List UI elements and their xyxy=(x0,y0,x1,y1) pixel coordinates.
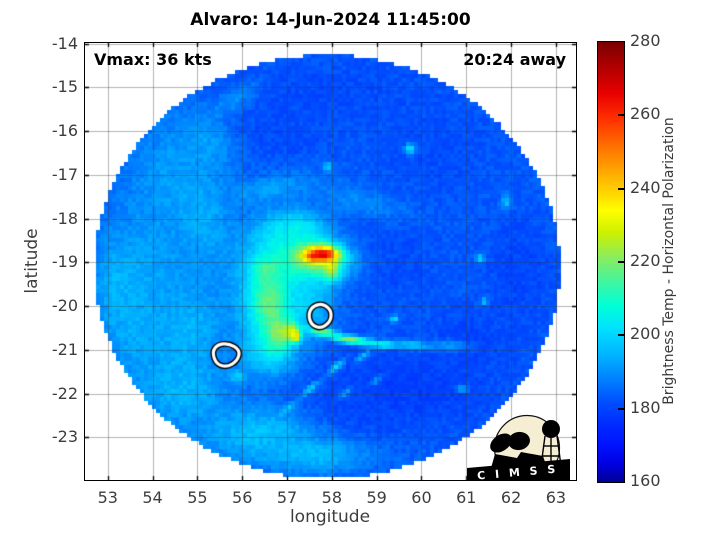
y-axis-label: latitude xyxy=(22,228,42,294)
x-tick-label: 59 xyxy=(366,488,387,507)
colorbar-tick-label: 160 xyxy=(630,471,661,490)
x-tick-label: 60 xyxy=(411,488,432,507)
colorbar-tickmark xyxy=(618,187,624,190)
colorbar-tick-label: 180 xyxy=(630,397,661,417)
y-tick-label: -16 xyxy=(51,121,78,141)
x-tick-label: 56 xyxy=(232,488,253,507)
colorbar-tick-label: 200 xyxy=(630,324,661,344)
x-tick-label: 55 xyxy=(187,488,208,507)
storm-map-canvas xyxy=(84,42,577,481)
y-tick-label: -17 xyxy=(51,164,78,184)
water-tower-icon xyxy=(540,435,562,467)
colorbar-tick-label: 260 xyxy=(630,104,661,124)
colorbar-tickmark xyxy=(618,114,624,117)
y-tick-label: -14 xyxy=(51,33,78,53)
y-tick-label: -18 xyxy=(51,208,78,228)
y-tick-label: -23 xyxy=(51,427,78,447)
x-tick-label: 57 xyxy=(276,488,298,507)
colorbar-tickmark xyxy=(618,407,624,410)
colorbar-tick-label: 220 xyxy=(630,251,661,270)
x-tick-label: 54 xyxy=(142,488,163,507)
plot-title: Alvaro: 14-Jun-2024 11:45:00 xyxy=(190,10,471,30)
x-tick-label: 53 xyxy=(97,488,118,507)
y-tick-label: -20 xyxy=(51,296,78,316)
plot-area: Vmax: 36 kts 20:24 away C I M S S xyxy=(84,42,577,481)
y-tick-label: -21 xyxy=(51,339,78,359)
colorbar-tick-label: 280 xyxy=(630,31,661,50)
x-tick-label: 58 xyxy=(321,488,343,507)
cimss-logo-banner xyxy=(467,459,570,481)
x-tick-label: 61 xyxy=(456,488,477,507)
y-tick-label: -22 xyxy=(51,383,78,403)
time-away-annotation: 20:24 away xyxy=(463,50,566,69)
x-axis-label: longitude xyxy=(289,507,371,527)
colorbar-label: Brightness Temp - Horizontal Polarizatio… xyxy=(661,117,677,405)
satellite-dish-icon xyxy=(508,431,530,451)
water-tower-tank xyxy=(542,420,560,438)
x-tick-label: 62 xyxy=(500,488,522,507)
colorbar-tickmark xyxy=(618,334,624,337)
colorbar-tick-label: 240 xyxy=(630,177,661,197)
cimss-logo: C I M S S xyxy=(467,414,570,481)
satellite-dish-icon xyxy=(490,433,512,453)
y-tick-label: -19 xyxy=(51,252,78,272)
y-tick-label: -15 xyxy=(51,77,78,97)
vmax-annotation: Vmax: 36 kts xyxy=(94,50,212,69)
x-tick-label: 63 xyxy=(545,488,567,507)
colorbar xyxy=(597,41,625,483)
colorbar-tickmark xyxy=(618,261,624,263)
cimss-logo-text: C I M S S xyxy=(477,462,559,481)
